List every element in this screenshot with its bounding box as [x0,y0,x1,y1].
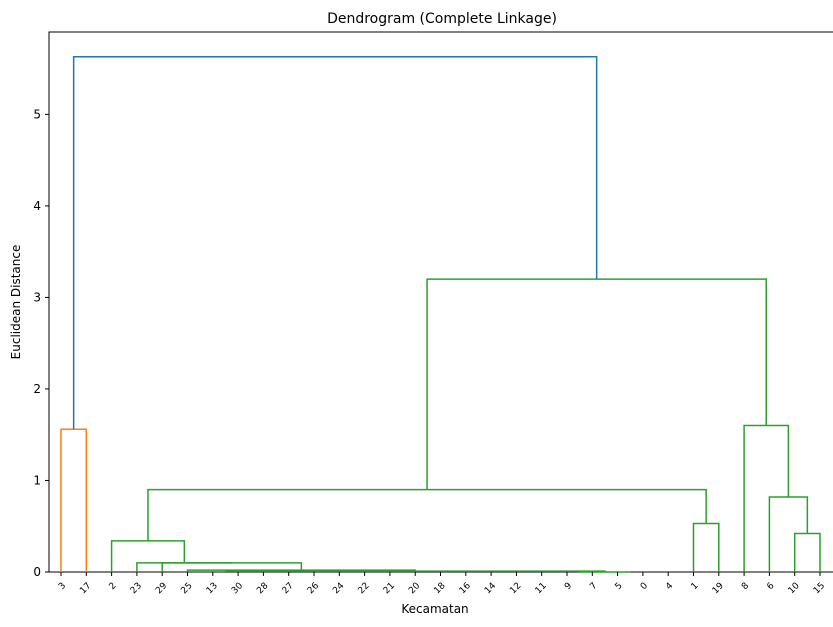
x-leaf-label: 8 [740,581,751,592]
y-tick-label: 0 [33,565,41,579]
dendrogram-link [743,424,790,572]
dendrogram-link [110,540,186,572]
x-leaf-label: 6 [765,581,776,592]
x-leaf-label: 22 [357,581,372,596]
dendrogram-link [224,570,606,572]
dendrogram-link [136,562,232,572]
x-leaf-label: 30 [230,581,245,596]
dendrogram-links [60,55,821,573]
dendrogram-link [768,496,809,572]
x-leaf-label: 15 [812,581,827,596]
x-leaf-label: 18 [432,581,447,596]
x-leaf-label: 11 [534,581,549,596]
x-leaf-label: 21 [382,581,397,596]
y-tick-label: 1 [33,473,41,487]
y-tick-label: 2 [33,382,41,396]
x-leaf-label: 24 [331,581,346,596]
x-leaf-label: 28 [255,581,270,596]
x-leaf-label: 7 [588,581,599,592]
dendrogram-link [793,532,821,572]
dendrogram-link [147,488,707,541]
y-tick-label: 3 [33,290,41,304]
x-leaf-label: 5 [614,581,625,592]
x-leaf-label: 13 [205,581,220,596]
dendrogram-link [426,278,767,490]
x-leaf-label: 26 [306,581,321,596]
x-leaf-label: 9 [563,581,574,592]
x-leaf-label: 0 [639,581,650,592]
x-leaf-label: 29 [154,581,169,596]
x-leaf-label: 4 [664,581,675,592]
x-axis-label: Kecamatan [401,602,468,616]
y-tick-label: 4 [33,199,41,213]
x-leaf-label: 20 [407,581,422,596]
y-tick-label: 5 [33,107,41,121]
x-leaf-label: 10 [787,581,802,596]
dendrogram-link [72,55,598,430]
plot-frame [48,31,833,573]
x-leaf-label: 19 [711,581,726,596]
x-leaf-label: 1 [689,581,700,592]
x-axis: 3 17 2 23 29 25 13 30 28 27 26 24 22 21 20 18 16 14 12 11 9 7… [57,572,827,596]
dendrogram-link [60,428,88,572]
x-leaf-label: 23 [129,581,144,596]
y-axis-label: Euclidean Distance [9,245,23,360]
x-leaf-label: 27 [281,581,296,596]
x-leaf-label: 12 [508,581,523,596]
x-leaf-label: 14 [483,581,498,596]
x-leaf-label: 2 [108,581,119,592]
x-leaf-label: 16 [458,581,473,596]
x-leaf-label: 25 [179,581,194,596]
y-axis: 0 1 2 3 4 5 [33,107,49,579]
dendrogram-link [692,522,720,572]
x-leaf-label: 3 [57,581,68,592]
x-leaf-label: 17 [78,581,93,596]
chart-title: Dendrogram (Complete Linkage) [327,11,557,27]
